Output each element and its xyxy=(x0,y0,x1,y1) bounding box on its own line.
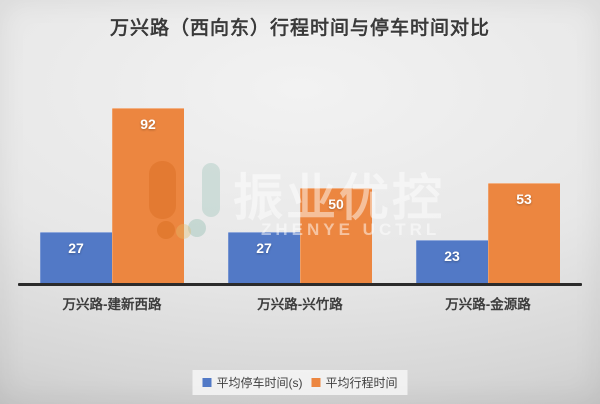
category-label: 万兴路-建新西路 xyxy=(62,297,162,312)
legend-label: 平均行程时间 xyxy=(325,376,398,390)
bar-group-jianxinxilu: 27 92 xyxy=(40,108,184,284)
bar-group-jinyuanlu: 23 53 xyxy=(416,183,560,284)
category-label: 万兴路-金源路 xyxy=(445,297,531,312)
bar-value-label: 50 xyxy=(328,196,344,212)
bar-value-label: 23 xyxy=(444,248,460,264)
logo-teal-exclamation-icon xyxy=(202,163,220,217)
bar-avg-parking-time: 27 xyxy=(40,232,112,284)
category-label: 万兴路-兴竹路 xyxy=(257,297,343,312)
x-axis-line xyxy=(18,283,582,286)
bar-avg-travel-time: 53 xyxy=(488,183,560,284)
legend-swatch-orange xyxy=(311,378,321,387)
bar-avg-travel-time: 50 xyxy=(300,188,372,284)
bar-value-label: 27 xyxy=(68,240,84,256)
legend-item-travel-time: 平均行程时间 xyxy=(311,374,398,391)
bar-group-xingzhulu: 27 50 xyxy=(228,188,372,284)
bar-value-label: 53 xyxy=(516,191,532,207)
legend-item-parking-time: 平均停车时间(s) xyxy=(202,374,302,391)
bar-avg-parking-time: 27 xyxy=(228,232,300,284)
bar-value-label: 92 xyxy=(140,116,156,132)
bar-avg-travel-time: 92 xyxy=(112,108,184,284)
bar-value-label: 27 xyxy=(256,240,272,256)
legend-swatch-blue xyxy=(202,378,212,387)
chart-legend: 平均停车时间(s) 平均行程时间 xyxy=(192,370,408,395)
legend-label: 平均停车时间(s) xyxy=(216,376,303,390)
bar-avg-parking-time: 23 xyxy=(416,240,488,284)
logo-teal-dot-icon xyxy=(188,219,206,237)
chart-title: 万兴路（西向东）行程时间与停车时间对比 xyxy=(109,18,490,39)
